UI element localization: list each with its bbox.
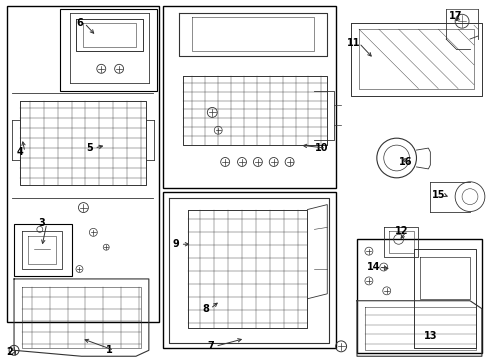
Bar xyxy=(163,192,336,348)
Text: 4: 4 xyxy=(17,147,23,157)
Text: 11: 11 xyxy=(346,38,360,48)
Bar xyxy=(14,224,71,276)
Text: 10: 10 xyxy=(314,143,327,153)
Text: 6: 6 xyxy=(76,18,82,28)
Text: 13: 13 xyxy=(423,332,436,341)
Text: 2: 2 xyxy=(7,347,14,357)
Bar xyxy=(356,239,481,353)
Bar xyxy=(163,6,336,188)
Text: 5: 5 xyxy=(86,143,93,153)
Text: 1: 1 xyxy=(105,345,112,355)
Text: 3: 3 xyxy=(39,219,45,229)
Text: 9: 9 xyxy=(172,239,179,249)
Text: 12: 12 xyxy=(394,226,407,237)
Text: 15: 15 xyxy=(430,190,444,200)
Text: 16: 16 xyxy=(398,157,411,167)
Bar xyxy=(7,6,159,321)
Text: 8: 8 xyxy=(202,304,208,314)
Text: 7: 7 xyxy=(206,341,213,351)
Text: 14: 14 xyxy=(366,262,380,272)
Text: 17: 17 xyxy=(448,11,462,21)
Bar xyxy=(60,9,157,91)
